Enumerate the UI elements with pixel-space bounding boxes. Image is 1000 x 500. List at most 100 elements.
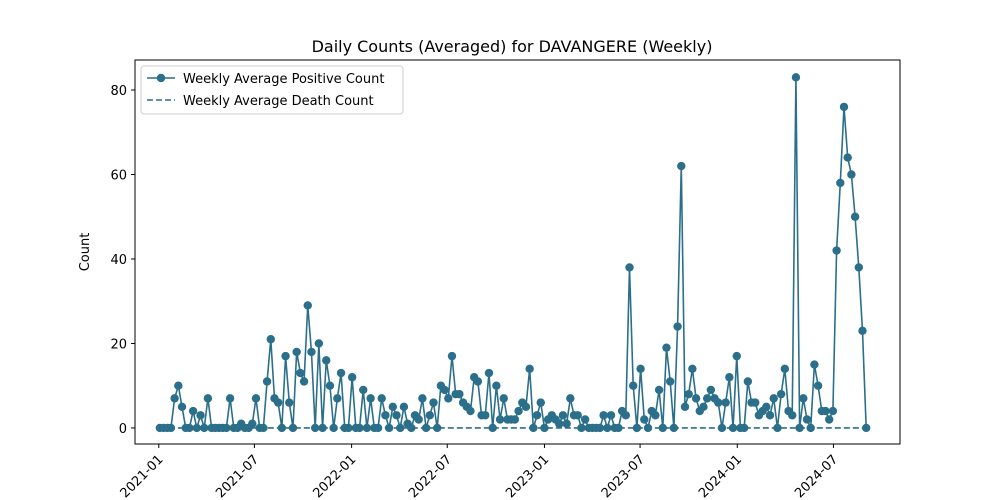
data-point bbox=[303, 301, 312, 310]
data-point bbox=[425, 411, 434, 420]
data-point bbox=[629, 381, 638, 390]
data-point bbox=[174, 381, 183, 390]
legend-marker bbox=[156, 73, 166, 83]
data-point bbox=[843, 153, 852, 162]
data-point bbox=[662, 343, 671, 352]
data-point bbox=[292, 347, 301, 357]
data-point bbox=[514, 406, 523, 416]
data-point bbox=[251, 394, 261, 403]
data-point bbox=[769, 394, 778, 403]
data-point bbox=[196, 411, 205, 420]
data-point bbox=[488, 423, 497, 433]
data-point bbox=[821, 406, 830, 416]
legend-box bbox=[140, 65, 404, 115]
data-point bbox=[396, 423, 405, 433]
data-point bbox=[839, 102, 849, 112]
data-point bbox=[732, 351, 741, 361]
data-point bbox=[654, 385, 664, 395]
data-point bbox=[791, 73, 801, 82]
data-point bbox=[444, 394, 453, 403]
data-point bbox=[333, 394, 342, 403]
data-point bbox=[344, 423, 353, 433]
data-point bbox=[299, 377, 309, 386]
data-point bbox=[854, 263, 863, 272]
data-point bbox=[492, 381, 501, 390]
data-point bbox=[399, 402, 409, 412]
data-point bbox=[651, 411, 660, 420]
data-point bbox=[314, 339, 324, 348]
data-point bbox=[788, 411, 797, 420]
data-point bbox=[248, 419, 257, 428]
x-tick-label: 2024-01 bbox=[696, 452, 745, 500]
data-point bbox=[577, 423, 586, 433]
data-point bbox=[388, 402, 398, 412]
data-point bbox=[555, 419, 564, 428]
data-point bbox=[625, 263, 634, 272]
data-point bbox=[802, 415, 812, 424]
data-point bbox=[691, 394, 701, 403]
data-point bbox=[825, 415, 834, 424]
x-tick-label: 2023-07 bbox=[599, 452, 648, 500]
data-point bbox=[170, 394, 179, 403]
data-point bbox=[440, 385, 449, 395]
data-point bbox=[776, 389, 786, 399]
legend-label: Weekly Average Death Count bbox=[183, 94, 374, 109]
data-point bbox=[562, 419, 571, 428]
chart-title: Daily Counts (Averaged) for DAVANGERE (W… bbox=[312, 37, 713, 56]
data-point bbox=[429, 398, 438, 407]
data-point bbox=[203, 394, 213, 403]
data-point bbox=[725, 373, 734, 382]
data-point bbox=[847, 170, 856, 179]
data-point bbox=[525, 364, 534, 374]
y-tick-label: 0 bbox=[119, 422, 127, 437]
data-point bbox=[296, 368, 305, 378]
y-tick-label: 80 bbox=[110, 84, 127, 99]
data-point bbox=[307, 347, 316, 357]
x-tick-label: 2024-07 bbox=[792, 452, 841, 500]
y-axis-label: Count bbox=[78, 233, 93, 272]
data-point bbox=[540, 423, 549, 433]
data-point bbox=[580, 415, 590, 424]
data-point bbox=[684, 389, 693, 399]
data-point bbox=[599, 411, 608, 420]
data-point bbox=[762, 402, 771, 412]
data-point bbox=[680, 402, 690, 412]
data-point bbox=[455, 389, 464, 399]
series-line bbox=[159, 77, 867, 431]
x-tick-label: 2022-01 bbox=[310, 452, 359, 500]
data-point bbox=[850, 212, 860, 221]
data-point bbox=[606, 411, 616, 420]
data-point bbox=[377, 394, 386, 403]
data-point bbox=[407, 423, 416, 433]
data-point bbox=[677, 161, 686, 171]
data-point bbox=[225, 394, 235, 403]
y-tick-label: 60 bbox=[110, 168, 127, 183]
data-point bbox=[322, 356, 331, 365]
data-point bbox=[414, 415, 423, 424]
data-point bbox=[699, 402, 708, 412]
legend: Weekly Average Positive Count Weekly Aver… bbox=[140, 65, 404, 115]
data-point bbox=[828, 406, 838, 416]
data-point bbox=[347, 373, 357, 382]
data-point bbox=[665, 377, 675, 386]
data-point bbox=[721, 398, 730, 407]
data-point bbox=[273, 398, 283, 407]
data-point bbox=[325, 381, 335, 390]
data-point bbox=[751, 398, 760, 407]
data-point bbox=[447, 351, 457, 361]
data-point bbox=[832, 246, 841, 255]
data-point bbox=[566, 394, 575, 403]
data-point bbox=[473, 377, 483, 386]
data-point bbox=[285, 398, 294, 407]
data-point bbox=[603, 423, 612, 433]
data-point bbox=[288, 423, 298, 433]
data-point bbox=[858, 326, 867, 335]
x-tick-label: 2021-07 bbox=[213, 452, 262, 500]
x-tick-label: 2021-01 bbox=[118, 452, 167, 500]
data-point bbox=[484, 368, 494, 378]
legend-label: Weekly Average Positive Count bbox=[183, 72, 384, 87]
data-point bbox=[432, 423, 442, 433]
data-point bbox=[266, 335, 275, 344]
data-point bbox=[481, 411, 490, 420]
